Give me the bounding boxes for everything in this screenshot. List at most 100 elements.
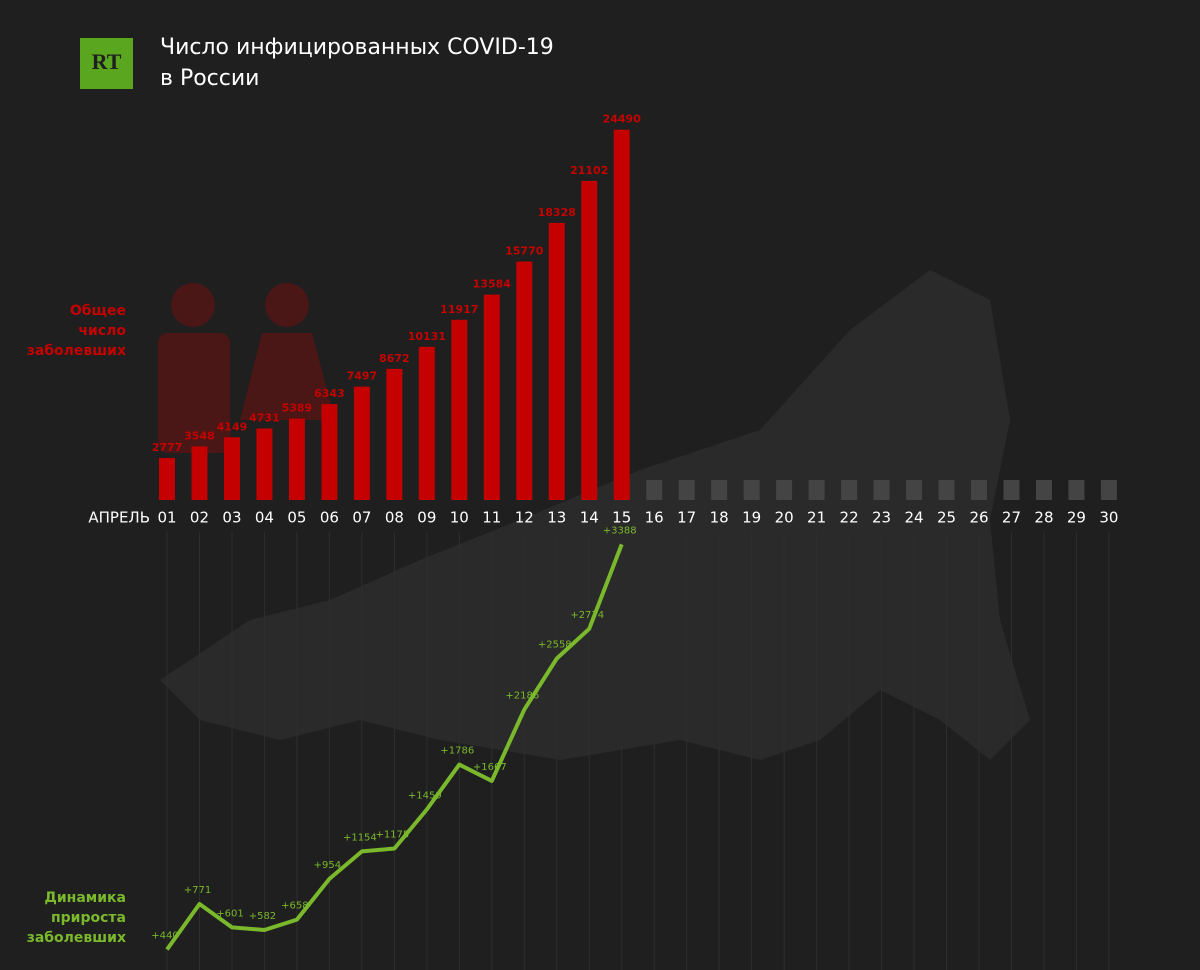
placeholder <box>971 480 987 500</box>
line-value-label: +3388 <box>603 525 637 536</box>
x-tick-label: 08 <box>385 509 404 527</box>
title-line: Число инфицированных COVID-19 <box>160 35 554 60</box>
placeholder <box>808 480 825 500</box>
logo-text: RT <box>92 49 122 74</box>
x-tick-label: 20 <box>775 509 794 527</box>
bar-value-label: 4731 <box>249 411 280 424</box>
placeholder <box>1068 480 1085 500</box>
bar <box>256 428 273 500</box>
x-tick-label: 24 <box>904 509 923 527</box>
bar-value-label: 21102 <box>570 164 608 177</box>
bar <box>516 261 533 500</box>
placeholder <box>646 480 663 500</box>
series-label: заболевших <box>27 343 126 359</box>
x-tick-label: 01 <box>157 509 176 527</box>
bar <box>613 129 630 501</box>
growth-line <box>165 543 624 951</box>
placeholder <box>873 480 890 500</box>
bar <box>548 222 565 500</box>
series-label: число <box>78 323 126 339</box>
x-tick-label: 05 <box>287 509 306 527</box>
bar-value-label: 6343 <box>314 387 345 400</box>
bar <box>451 319 468 500</box>
placeholder <box>1035 480 1052 500</box>
x-tick-label: 11 <box>482 509 501 527</box>
line-value-label: +1786 <box>440 746 474 757</box>
x-tick-label: 03 <box>222 509 241 527</box>
x-tick-label: 14 <box>580 509 599 527</box>
line-value-label: +582 <box>249 911 276 922</box>
x-tick-label: 13 <box>547 509 566 527</box>
x-tick-label: 09 <box>417 509 436 527</box>
x-tick-label: 07 <box>352 509 371 527</box>
bar-value-label: 13584 <box>473 278 512 291</box>
x-tick-label: 29 <box>1067 509 1086 527</box>
line-value-label: +2774 <box>570 610 604 621</box>
line-value-label: +658 <box>281 901 308 912</box>
x-tick-label: 02 <box>190 509 209 527</box>
bar-value-label: 7497 <box>347 370 378 383</box>
placeholder <box>678 480 695 500</box>
x-tick-label: 25 <box>937 509 956 527</box>
x-tick-label: 15 <box>612 509 631 527</box>
x-tick-label: 28 <box>1034 509 1053 527</box>
x-tick-label: 10 <box>450 509 469 527</box>
x-tick-label: 22 <box>840 509 859 527</box>
placeholder <box>1100 480 1117 500</box>
x-tick-label: 12 <box>515 509 534 527</box>
bar <box>223 437 240 500</box>
line-value-label: +1175 <box>375 830 409 841</box>
series-label: прироста <box>51 910 126 926</box>
logo-box <box>80 38 133 89</box>
bar <box>288 418 305 500</box>
placeholder <box>906 480 923 500</box>
placeholder <box>711 480 728 500</box>
line-value-label: +1667 <box>473 762 507 773</box>
people-figures <box>158 283 335 453</box>
line-value-label: +771 <box>184 885 211 896</box>
bar-value-label: 8672 <box>379 352 410 365</box>
x-tick-label: 30 <box>1099 509 1118 527</box>
x-tick-label: 17 <box>677 509 696 527</box>
x-tick-label: 18 <box>710 509 729 527</box>
bar <box>159 458 175 500</box>
x-tick-label: 21 <box>807 509 826 527</box>
bar <box>581 180 598 501</box>
line-value-label: +2558 <box>538 639 572 650</box>
x-tick-label: 19 <box>742 509 761 527</box>
x-tick-label: 16 <box>645 509 664 527</box>
placeholder <box>743 480 760 500</box>
bar-value-label: 2777 <box>152 441 183 454</box>
bar <box>483 294 500 500</box>
bar-value-label: 24490 <box>603 113 642 126</box>
line-value-label: +954 <box>314 860 341 871</box>
line-value-label: +440 <box>151 931 178 942</box>
bar-value-label: 5389 <box>282 402 313 415</box>
x-tick-label: 26 <box>969 509 988 527</box>
bar-value-label: 3548 <box>184 429 215 442</box>
bar-value-label: 18328 <box>538 206 576 219</box>
placeholder <box>841 480 858 500</box>
map-silhouette <box>160 270 1030 760</box>
x-tick-label: 27 <box>1002 509 1021 527</box>
placeholder <box>938 480 955 500</box>
bar <box>191 446 208 500</box>
placeholder <box>776 480 793 500</box>
line-value-label: +1459 <box>408 790 442 801</box>
bar-value-label: 10131 <box>408 330 446 343</box>
line-value-label: +601 <box>216 908 243 919</box>
x-tick-label: 04 <box>255 509 274 527</box>
bar <box>353 386 370 500</box>
series-label: Динамика <box>44 890 126 906</box>
line-value-label: +2186 <box>505 691 539 702</box>
bar-value-label: 4149 <box>217 420 248 433</box>
placeholder <box>1003 480 1020 500</box>
bar <box>418 346 435 500</box>
bar <box>321 404 338 500</box>
bar-value-label: 11917 <box>440 303 478 316</box>
series-label: заболевших <box>27 930 126 946</box>
title-line: в России <box>160 66 259 91</box>
bar-value-label: 15770 <box>505 245 544 258</box>
